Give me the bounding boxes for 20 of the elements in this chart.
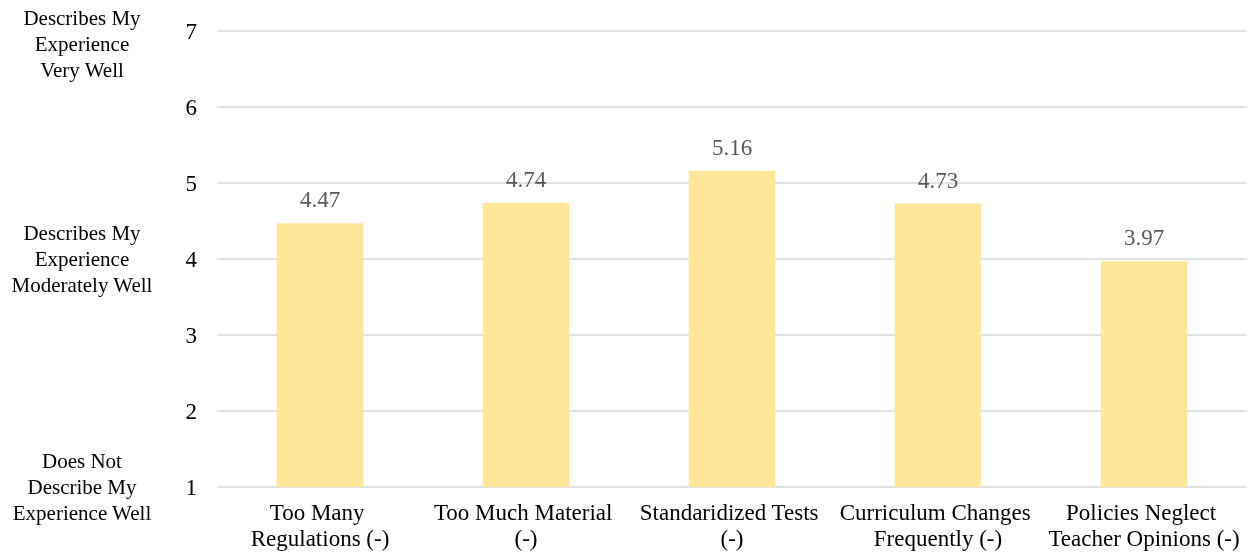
y-tick-label: 6 xyxy=(185,94,197,120)
data-label: 3.97 xyxy=(1123,225,1165,251)
text: Describes My Experience Very Well xyxy=(23,6,142,82)
x-tick-label: Policies Neglect Teacher Opinions (-) xyxy=(1048,499,1240,551)
y-tick-label: 5 xyxy=(185,170,197,196)
data-label: 4.74 xyxy=(505,166,547,192)
x-tick-label: Too Many Regulations (-) xyxy=(250,499,390,551)
data-label: 5.16 xyxy=(711,134,753,160)
y-tick-label: 2 xyxy=(185,398,197,424)
y-tick-label: 7 xyxy=(185,18,197,44)
x-tick-label: Standaridized Tests (-) xyxy=(639,499,825,551)
y-tick-label: 1 xyxy=(185,474,197,500)
x-tick-label: Curriculum Changes Frequently (-) xyxy=(839,499,1037,551)
text: Describes My Experience Moderately Well xyxy=(11,221,153,297)
data-label: 4.73 xyxy=(917,167,959,193)
x-tick-label: Too Much Material (-) xyxy=(433,499,619,551)
y-tick-label: 4 xyxy=(185,246,198,272)
text: Does Not Describe My Experience Well xyxy=(12,449,152,525)
data-label: 4.47 xyxy=(299,187,341,213)
y-tick-label: 3 xyxy=(185,322,197,348)
